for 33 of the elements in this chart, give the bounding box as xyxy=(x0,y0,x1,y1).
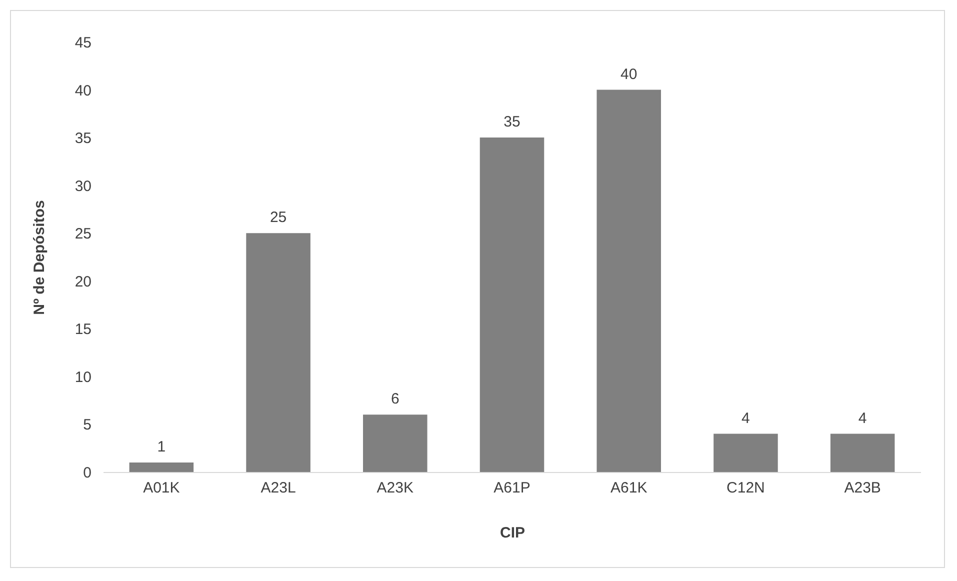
y-tick-label: 25 xyxy=(74,226,92,243)
y-tick-label: 20 xyxy=(74,273,92,290)
x-tick-label: C12N xyxy=(726,480,765,496)
x-tick-label: A61K xyxy=(610,480,648,496)
data-label: 25 xyxy=(270,209,287,226)
x-tick-label: A01K xyxy=(143,480,180,496)
bar xyxy=(129,462,194,472)
bar xyxy=(363,414,428,472)
y-tick-label: 5 xyxy=(83,416,92,434)
data-label: 6 xyxy=(390,390,400,408)
y-tick-label: 35 xyxy=(74,130,92,148)
x-axis-title: CIP xyxy=(500,524,526,542)
x-tick-label: A23L xyxy=(260,480,296,496)
y-tick-label: 40 xyxy=(74,82,92,100)
y-axis-title: Nº de Depósitos xyxy=(30,200,48,315)
x-tick-label: A61P xyxy=(494,480,530,496)
x-tick-label: A23B xyxy=(844,480,881,496)
bar xyxy=(596,90,661,472)
bar xyxy=(830,434,895,472)
y-tick-label: 15 xyxy=(74,321,92,338)
bar xyxy=(480,138,544,472)
y-tick-label: 45 xyxy=(74,34,92,52)
bar xyxy=(714,434,778,472)
y-tick-label: 10 xyxy=(74,368,92,386)
data-label: 40 xyxy=(620,66,638,83)
data-label: 4 xyxy=(742,410,750,427)
data-label: 4 xyxy=(858,410,867,427)
data-label: 35 xyxy=(504,114,520,131)
data-label: 1 xyxy=(157,438,166,456)
y-tick-label: 0 xyxy=(83,464,92,482)
y-tick-label: 30 xyxy=(74,178,92,195)
x-tick-label: A23K xyxy=(376,480,414,496)
bar xyxy=(246,233,310,472)
